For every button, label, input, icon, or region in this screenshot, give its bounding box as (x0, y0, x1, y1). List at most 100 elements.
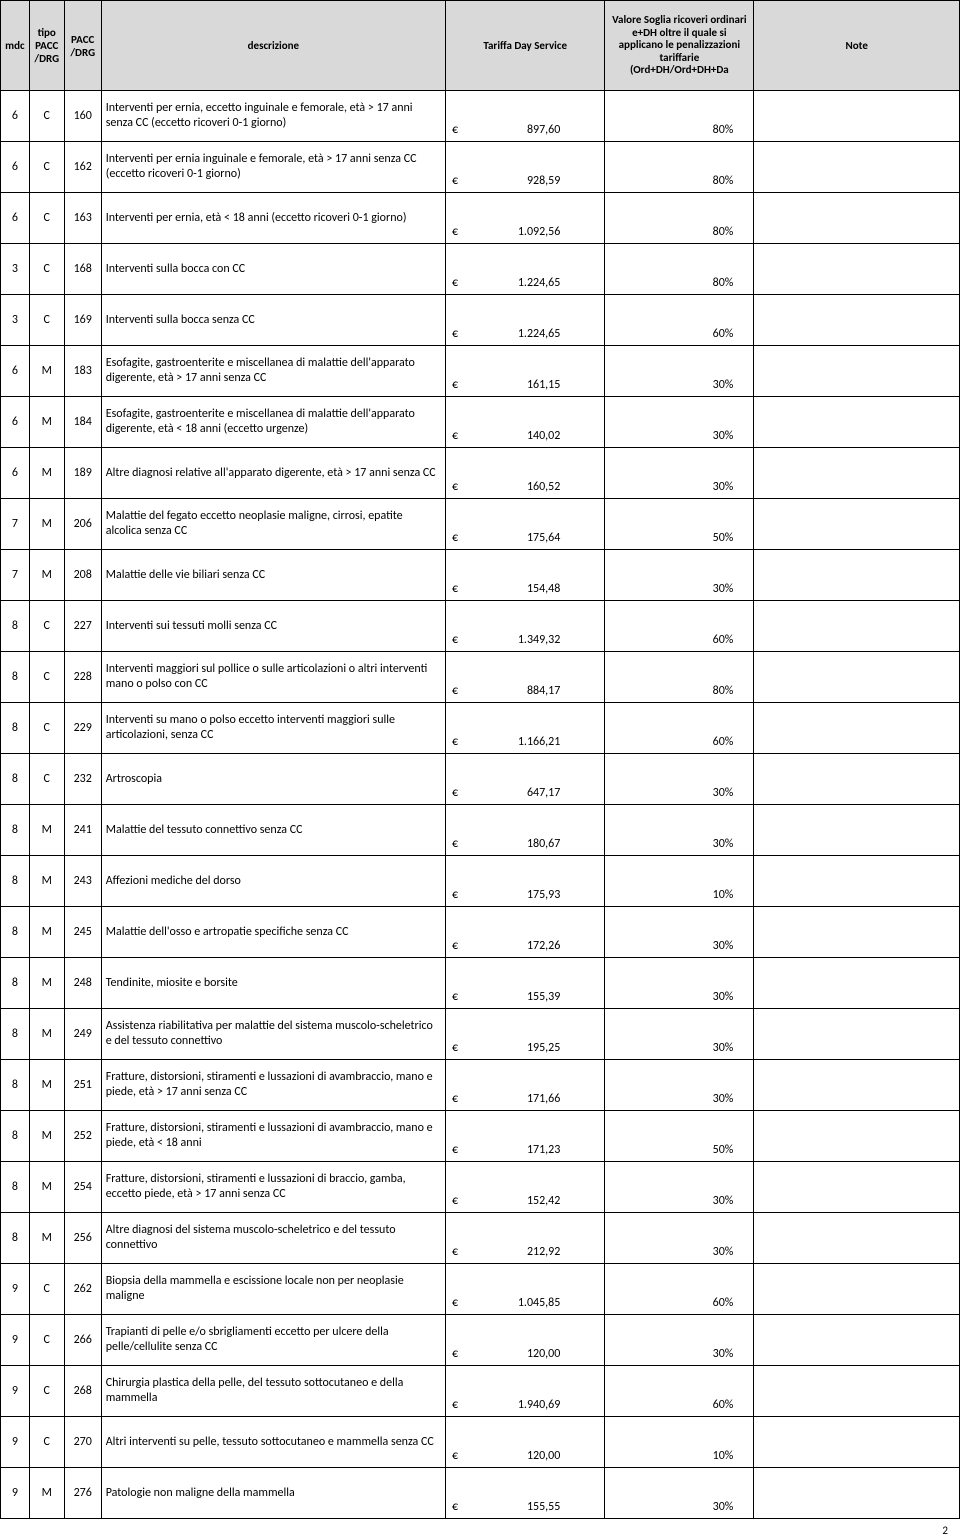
cell-tariffa: €647,17 (446, 754, 605, 805)
cell-pacc: 168 (64, 244, 101, 295)
cell-descrizione: Patologie non maligne della mammella (101, 1468, 445, 1519)
cell-tipo: M (29, 1162, 64, 1213)
table-body: 6C160 Interventi per ernia, eccetto ingu… (1, 91, 960, 1519)
cell-note (754, 448, 960, 499)
cell-soglia: 30% (605, 907, 754, 958)
table-row: 9M276Patologie non maligne della mammell… (1, 1468, 960, 1519)
cell-note (754, 1009, 960, 1060)
cell-pacc: 254 (64, 1162, 101, 1213)
cell-descrizione: Interventi per ernia inguinale e femoral… (101, 142, 445, 193)
cell-mdc: 3 (1, 244, 30, 295)
cell-pacc: 189 (64, 448, 101, 499)
cell-tariffa: €161,15 (446, 346, 605, 397)
cell-descrizione: Malattie del tessuto connettivo senza CC (101, 805, 445, 856)
header-pacc: PACC /DRG (64, 1, 101, 91)
cell-descrizione: Fratture, distorsioni, stiramenti e luss… (101, 1060, 445, 1111)
cell-tariffa: €1.045,85 (446, 1264, 605, 1315)
cell-note (754, 1417, 960, 1468)
cell-tipo: M (29, 550, 64, 601)
cell-soglia: 30% (605, 1009, 754, 1060)
cell-mdc: 9 (1, 1264, 30, 1315)
cell-pacc: 270 (64, 1417, 101, 1468)
cell-soglia: 30% (605, 1468, 754, 1519)
cell-soglia: 80% (605, 244, 754, 295)
cell-descrizione: Esofagite, gastroenterite e miscellanea … (101, 346, 445, 397)
cell-mdc: 3 (1, 295, 30, 346)
cell-tipo: C (29, 91, 64, 142)
cell-soglia: 60% (605, 703, 754, 754)
cell-tipo: C (29, 1264, 64, 1315)
cell-soglia: 10% (605, 856, 754, 907)
cell-note (754, 805, 960, 856)
cell-pacc: 241 (64, 805, 101, 856)
cell-tariffa: €171,23 (446, 1111, 605, 1162)
cell-pacc: 227 (64, 601, 101, 652)
header-note: Note (754, 1, 960, 91)
cell-tariffa: €120,00 (446, 1315, 605, 1366)
cell-note (754, 1315, 960, 1366)
cell-note (754, 91, 960, 142)
table-row: 8M245Malattie dell'osso e artropatie spe… (1, 907, 960, 958)
cell-soglia: 30% (605, 754, 754, 805)
cell-descrizione: Altri interventi su pelle, tessuto sotto… (101, 1417, 445, 1468)
cell-descrizione: Malattie del fegato eccetto neoplasie ma… (101, 499, 445, 550)
cell-pacc: 206 (64, 499, 101, 550)
table-row: 8M252 Fratture, distorsioni, stiramenti … (1, 1111, 960, 1162)
table-row: 6C162 Interventi per ernia inguinale e f… (1, 142, 960, 193)
cell-descrizione: Malattie dell'osso e artropatie specific… (101, 907, 445, 958)
table-row: 8M249 Assistenza riabilitativa per malat… (1, 1009, 960, 1060)
cell-mdc: 6 (1, 448, 30, 499)
cell-mdc: 8 (1, 1162, 30, 1213)
cell-soglia: 80% (605, 652, 754, 703)
cell-tipo: C (29, 244, 64, 295)
cell-descrizione: Trapianti di pelle e/o sbrigliamenti ecc… (101, 1315, 445, 1366)
cell-tariffa: €175,64 (446, 499, 605, 550)
cell-pacc: 276 (64, 1468, 101, 1519)
pacc-drg-table: mdc tipo PACC /DRG PACC /DRG descrizione… (0, 0, 960, 1519)
cell-mdc: 8 (1, 805, 30, 856)
cell-note (754, 295, 960, 346)
cell-tariffa: €120,00 (446, 1417, 605, 1468)
cell-tariffa: €1.940,69 (446, 1366, 605, 1417)
cell-tariffa: €1.224,65 (446, 295, 605, 346)
cell-mdc: 8 (1, 1060, 30, 1111)
cell-tariffa: €154,48 (446, 550, 605, 601)
cell-descrizione: Chirurgia plastica della pelle, del tess… (101, 1366, 445, 1417)
cell-mdc: 8 (1, 601, 30, 652)
cell-descrizione: Interventi su mano o polso eccetto inter… (101, 703, 445, 754)
cell-mdc: 8 (1, 1111, 30, 1162)
cell-tipo: C (29, 295, 64, 346)
cell-note (754, 754, 960, 805)
table-row: 8C228 Interventi maggiori sul pollice o … (1, 652, 960, 703)
cell-descrizione: Altre diagnosi relative all'apparato dig… (101, 448, 445, 499)
cell-mdc: 6 (1, 397, 30, 448)
header-soglia: Valore Soglia ricoveri ordinari e+DH olt… (605, 1, 754, 91)
cell-pacc: 160 (64, 91, 101, 142)
cell-descrizione: Interventi per ernia, età < 18 anni (ecc… (101, 193, 445, 244)
cell-pacc: 183 (64, 346, 101, 397)
cell-descrizione: Assistenza riabilitativa per malattie de… (101, 1009, 445, 1060)
cell-note (754, 856, 960, 907)
cell-descrizione: Interventi sulla bocca senza CC (101, 295, 445, 346)
cell-soglia: 30% (605, 1060, 754, 1111)
table-row: 8C232Artroscopia€647,1730% (1, 754, 960, 805)
cell-descrizione: Biopsia della mammella e escissione loca… (101, 1264, 445, 1315)
cell-soglia: 10% (605, 1417, 754, 1468)
cell-mdc: 8 (1, 652, 30, 703)
cell-pacc: 256 (64, 1213, 101, 1264)
cell-note (754, 652, 960, 703)
table-row: 6M189 Altre diagnosi relative all'appara… (1, 448, 960, 499)
cell-soglia: 30% (605, 805, 754, 856)
table-row: 6C163 Interventi per ernia, età < 18 ann… (1, 193, 960, 244)
cell-pacc: 232 (64, 754, 101, 805)
cell-tipo: M (29, 805, 64, 856)
cell-tariffa: €155,55 (446, 1468, 605, 1519)
cell-note (754, 1213, 960, 1264)
cell-descrizione: Esofagite, gastroenterite e miscellanea … (101, 397, 445, 448)
cell-tipo: M (29, 346, 64, 397)
table-row: 7M208Malattie delle vie biliari senza CC… (1, 550, 960, 601)
cell-soglia: 50% (605, 1111, 754, 1162)
cell-tariffa: €140,02 (446, 397, 605, 448)
cell-tariffa: €884,17 (446, 652, 605, 703)
cell-descrizione: Interventi sulla bocca con CC (101, 244, 445, 295)
